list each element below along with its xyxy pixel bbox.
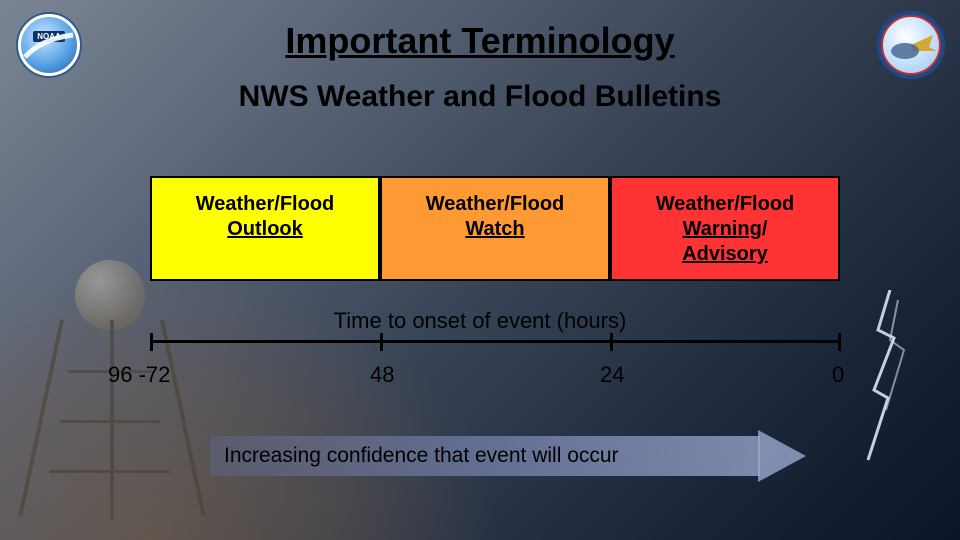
timeline-tick <box>150 333 153 351</box>
box-suffix: / <box>762 218 768 240</box>
timeline-tick <box>838 333 841 351</box>
timeline-tick <box>610 333 613 351</box>
slide-subtitle: NWS Weather and Flood Bulletins <box>0 80 960 114</box>
box-underlined: Outlook <box>227 218 303 240</box>
background-ground <box>0 260 500 540</box>
timeline-value: 48 <box>370 362 394 388</box>
box-underlined: Warning <box>683 218 762 240</box>
box-underlined: Watch <box>465 218 524 240</box>
box-line1: Weather/Flood <box>656 193 795 215</box>
box-outlook: Weather/Flood Outlook <box>150 176 380 281</box>
timeline-track <box>150 340 840 343</box>
timeline-tick <box>380 333 383 351</box>
box-warning-advisory: Weather/Flood Warning/ Advisory <box>610 176 840 281</box>
box-line3: Advisory <box>682 243 768 265</box>
timeline <box>150 340 840 343</box>
box-line1: Weather/Flood <box>196 193 335 215</box>
slide-title: Important Terminology <box>0 20 960 62</box>
radar-tower-icon <box>20 260 200 520</box>
bulletin-boxes: Weather/Flood Outlook Weather/Flood Watc… <box>150 176 840 281</box>
arrow-text: Increasing confidence that event will oc… <box>210 430 770 482</box>
box-watch: Weather/Flood Watch <box>380 176 610 281</box>
timeline-value: 96 -72 <box>108 362 170 388</box>
timeline-label: Time to onset of event (hours) <box>0 308 960 334</box>
timeline-value: 24 <box>600 362 624 388</box>
timeline-value: 0 <box>832 362 844 388</box>
confidence-arrow: Increasing confidence that event will oc… <box>210 430 820 482</box>
box-line1: Weather/Flood <box>426 193 565 215</box>
